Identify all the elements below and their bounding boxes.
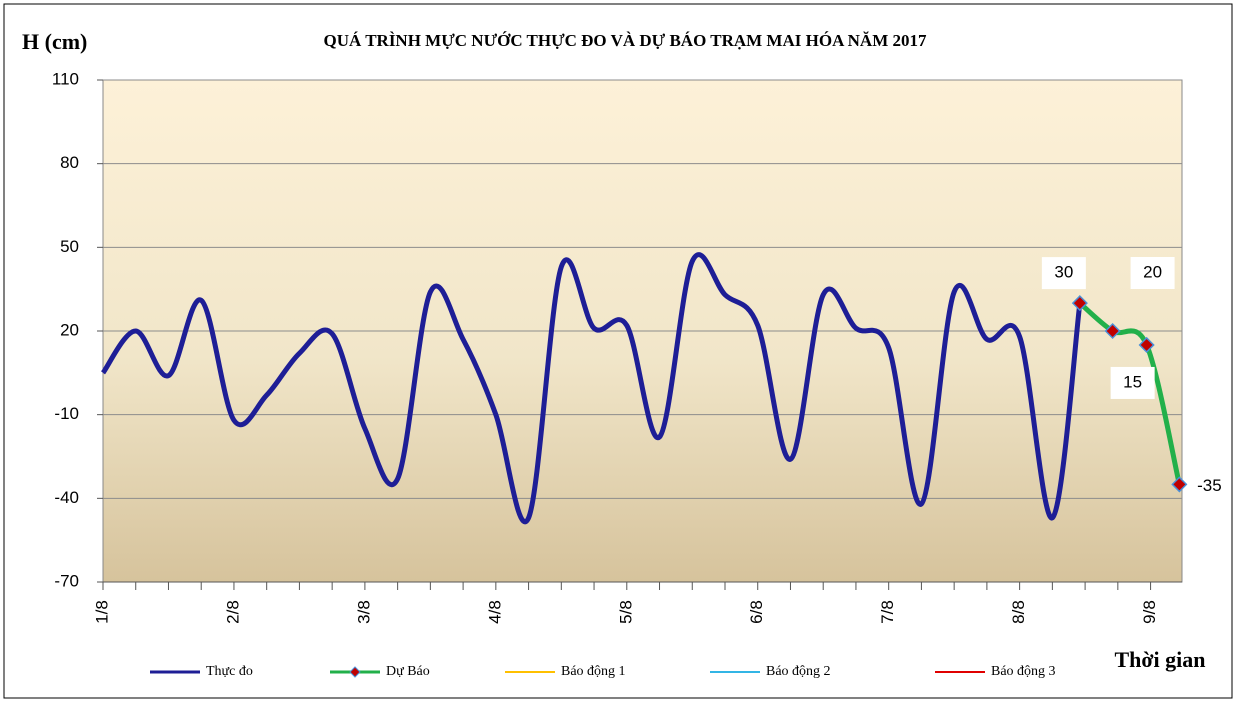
x-tick-label: 3/8: [354, 600, 373, 624]
y-tick-label: 80: [60, 153, 79, 172]
point-marker: [1104, 322, 1121, 340]
x-tick-label: 7/8: [878, 600, 897, 624]
data-label: 30: [1054, 263, 1073, 282]
y-tick-label: 50: [60, 237, 79, 256]
series-line: [100, 252, 1083, 524]
legend-label: Báo động 2: [766, 664, 831, 679]
y-tick-label: -10: [54, 404, 79, 423]
legend-marker: [349, 666, 361, 678]
x-tick-label: 8/8: [1009, 600, 1028, 624]
data-label-box: [1110, 366, 1155, 399]
x-tick-label: 1/8: [92, 600, 111, 624]
y-tick-label: -40: [54, 488, 79, 507]
point-marker: [1071, 295, 1088, 312]
legend-label: Thực đo: [206, 664, 253, 679]
x-axis-label: Thời gian: [1114, 647, 1205, 672]
legend-label: Báo động 3: [991, 664, 1056, 679]
x-tick-label: 2/8: [223, 600, 242, 624]
series-line: [1078, 301, 1182, 485]
x-tick-label: 9/8: [1140, 600, 1159, 624]
data-label-box: [1187, 470, 1232, 503]
point-marker: [1171, 476, 1188, 493]
point-marker: [1138, 336, 1155, 354]
y-tick-label: 20: [60, 320, 79, 339]
data-label: -35: [1197, 476, 1222, 495]
data-label-box: [1130, 257, 1175, 289]
data-label-box: [1041, 257, 1086, 290]
y-tick-label: -70: [54, 571, 79, 590]
data-label: 15: [1123, 372, 1142, 391]
data-label: 20: [1143, 262, 1162, 281]
x-tick-label: 4/8: [485, 600, 504, 624]
legend-label: Dự Báo: [386, 664, 430, 679]
chart-title: QUÁ TRÌNH MỰC NƯỚC THỰC ĐO VÀ DỰ BÁO TRẠ…: [323, 31, 927, 50]
x-tick-label: 5/8: [616, 600, 635, 624]
x-tick-label: 6/8: [747, 600, 766, 624]
y-axis-label: H (cm): [22, 29, 87, 54]
y-tick-label: 110: [52, 69, 79, 88]
legend-label: Báo động 1: [561, 664, 626, 679]
